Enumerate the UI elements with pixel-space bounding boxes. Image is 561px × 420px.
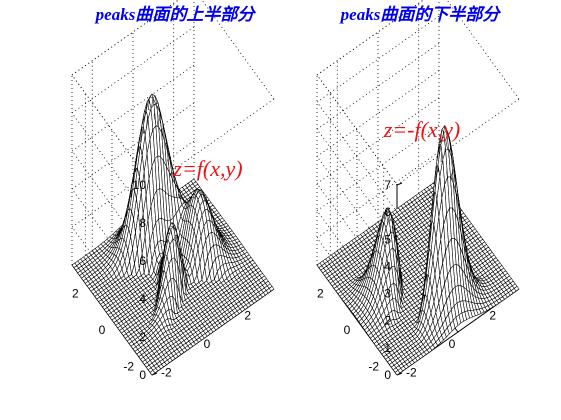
- z-tick-label: 0: [384, 368, 391, 382]
- right-tick-labels: 0 1 2 3 4 5 6 7 -2 0 2 -2 0 2: [317, 178, 496, 382]
- x-tick-label: 2: [489, 308, 496, 322]
- left-surface: [71, 93, 275, 376]
- z-gridline-left-wall: [316, 101, 398, 213]
- z-gridline-back-wall: [71, 64, 195, 152]
- box-top-edge: [396, 98, 520, 186]
- x-tick-label: -2: [406, 366, 417, 380]
- z-gridline-left-wall: [71, 150, 153, 262]
- right-formula-label: z=-f(x,y): [383, 117, 461, 142]
- right-surface: [316, 125, 520, 376]
- z-tick-label: 6: [139, 254, 146, 268]
- z-tick-label: 8: [139, 216, 146, 230]
- box-top-edge: [71, 74, 153, 186]
- z-gridline-back-wall: [316, 42, 440, 130]
- y-tick-label: 2: [317, 286, 324, 300]
- y-tick-label: 0: [344, 323, 351, 337]
- y-tick-label: 0: [99, 323, 106, 337]
- left-subplot-upper-half: 0 2 4 6 8 10 -2 0 2 -2 0 2 peaks曲面的上半部分 z=f(x,y): [71, 0, 275, 382]
- z-gridline-left-wall: [316, 129, 398, 240]
- surface-facet: [268, 286, 275, 292]
- z-tick-label: 10: [133, 178, 147, 192]
- left-formula-label: z=f(x,y): [172, 156, 242, 181]
- z-gridline-back-wall: [316, 97, 440, 184]
- y-tick-label: -2: [368, 360, 379, 374]
- z-tick-label: 4: [384, 259, 391, 273]
- z-gridline-back-wall: [316, 124, 440, 212]
- z-tick-label: 4: [139, 292, 146, 306]
- z-gridline-back-wall: [71, 140, 195, 228]
- y-tick-label: 2: [72, 286, 79, 300]
- box-top-edge: [71, 0, 180, 76]
- z-tick-label: 0: [139, 368, 146, 382]
- y-tick-label: -2: [123, 360, 134, 374]
- z-gridline-back-wall: [316, 15, 440, 103]
- x-tick-label: 0: [204, 337, 211, 351]
- box-top-edge: [201, 0, 275, 100]
- right-subplot-lower-half: 0 1 2 3 4 5 6 7 -2 0 2 -2 0 2 peaks曲面的下半部分 z=-f(x,y): [316, 0, 520, 382]
- left-tick-labels: 0 2 4 6 8 10 -2 0 2 -2 0 2: [72, 178, 251, 382]
- x-tick-label: 0: [449, 337, 456, 351]
- surface-facet: [513, 286, 520, 292]
- z-tick-label: 3: [384, 287, 391, 301]
- right-chart-title: peaks曲面的下半部分: [339, 5, 502, 24]
- box-top-edge: [446, 0, 520, 100]
- left-chart-title: peaks曲面的上半部分: [94, 5, 257, 24]
- z-gridline-back-wall: [316, 151, 440, 239]
- x-tick-label: -2: [161, 366, 172, 380]
- z-tick: [396, 182, 403, 186]
- z-tick-label: 6: [384, 205, 391, 219]
- z-tick-label: 2: [384, 314, 391, 328]
- z-tick-label: 1: [384, 341, 391, 355]
- box-top-edge: [316, 74, 398, 186]
- z-tick-label: 5: [384, 232, 391, 246]
- box-top-edge: [316, 0, 425, 76]
- z-tick-label: 7: [384, 178, 391, 192]
- x-tick-label: 2: [244, 308, 251, 322]
- z-tick-label: 2: [139, 330, 146, 344]
